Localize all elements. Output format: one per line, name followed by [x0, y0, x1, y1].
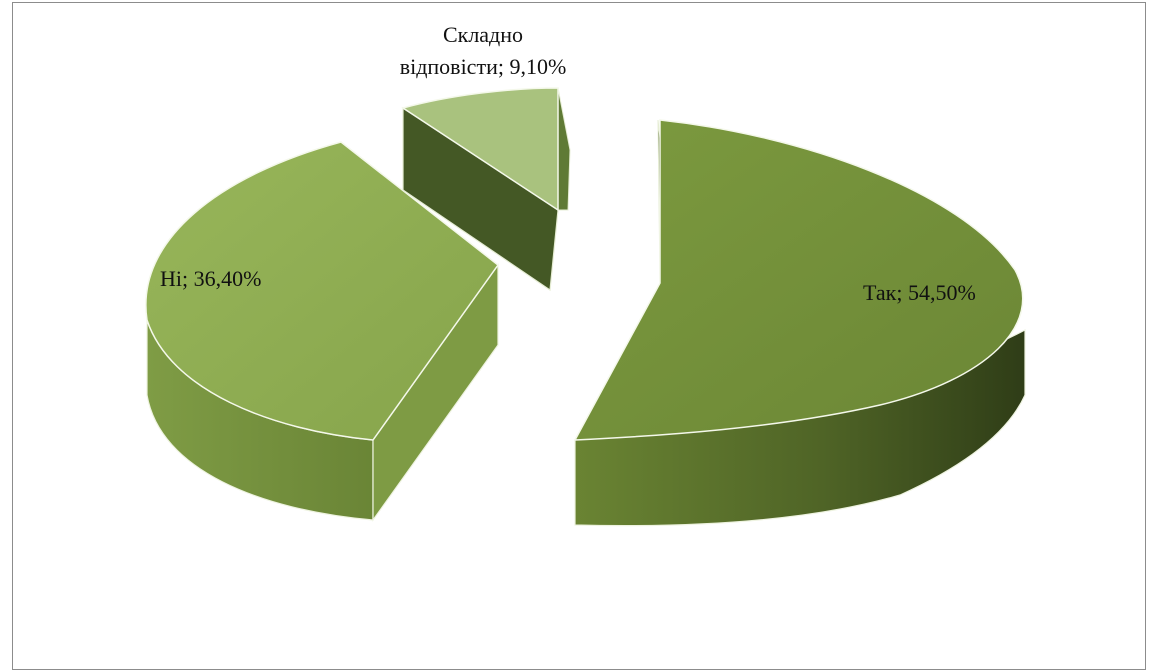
slice-skladno-right-wall — [557, 87, 571, 211]
slice-skladno-top — [401, 87, 559, 212]
slice-tak — [573, 119, 1026, 527]
slice-ni — [145, 141, 500, 522]
slice-skladno-label-line-1: Складно — [443, 22, 523, 47]
slice-tak-top — [573, 119, 1024, 441]
slice-tak-label: Так; 54,50% — [863, 280, 976, 305]
slice-ni-label: Ні; 36,40% — [160, 266, 261, 291]
slice-skladno — [401, 87, 571, 292]
slice-skladno-label-line-2: відповісти; 9,10% — [400, 54, 567, 79]
slice-ni-top — [145, 141, 500, 441]
